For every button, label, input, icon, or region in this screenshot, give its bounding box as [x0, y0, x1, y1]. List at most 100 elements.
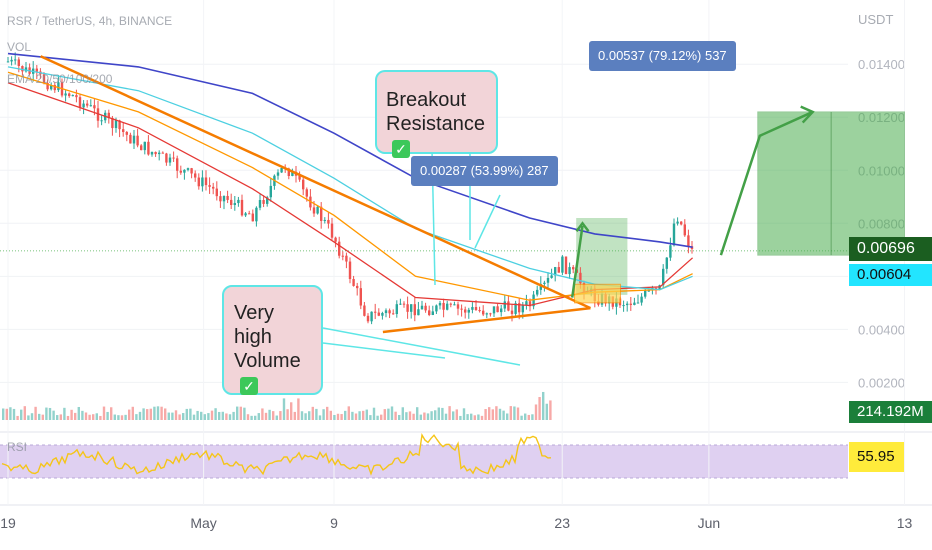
candle-body: [384, 310, 388, 314]
candle-body: [21, 66, 24, 72]
candle-body: [280, 168, 283, 173]
volume-bar: [250, 415, 253, 420]
candle-body: [226, 195, 229, 200]
candle-body: [269, 185, 272, 198]
volume-bar: [275, 415, 278, 420]
volume-bar: [9, 407, 12, 420]
volume-indicator-label: VOL: [7, 40, 32, 54]
candle-body: [266, 197, 269, 204]
volume-bar: [236, 406, 239, 420]
candle-body: [428, 310, 431, 315]
volume-bar: [56, 415, 59, 420]
volume-bar: [117, 415, 120, 420]
ema-price-tag: 0.00604: [849, 264, 932, 286]
candle-body: [687, 235, 690, 247]
candle-body: [417, 309, 420, 316]
candle-body: [543, 282, 546, 284]
candle-body: [345, 255, 348, 262]
rising-trendline: [382, 306, 591, 334]
candle-body: [291, 171, 294, 176]
candle-body: [456, 304, 460, 309]
candle-body: [93, 105, 96, 109]
candle-body: [320, 206, 323, 221]
volume-bar: [185, 408, 188, 420]
candle-body: [474, 307, 478, 311]
volume-bar: [347, 406, 350, 420]
candle-body: [57, 82, 60, 91]
volume-bar: [77, 406, 80, 420]
volume-bar: [156, 406, 160, 420]
volume-bar: [279, 411, 282, 420]
volume-bar: [164, 408, 167, 420]
candle-body: [464, 309, 467, 313]
volume-bar: [300, 411, 304, 420]
volume-bar: [149, 408, 152, 420]
volume-annotation[interactable]: Very high Volume✓: [222, 285, 323, 395]
candle-body: [366, 315, 370, 322]
candle-body: [500, 308, 503, 313]
candle-body: [402, 303, 406, 305]
candle-body: [194, 173, 197, 178]
candle-body: [438, 302, 442, 306]
volume-bar: [268, 409, 271, 420]
volume-bar: [491, 409, 494, 420]
volume-bar: [135, 414, 138, 420]
volume-bar: [462, 408, 466, 420]
candle-body: [647, 290, 650, 292]
volume-bar: [95, 413, 98, 420]
volume-bar: [84, 412, 88, 420]
volume-bar: [387, 408, 390, 420]
volume-bar: [502, 410, 505, 420]
candle-body: [352, 279, 355, 286]
measure-label-large[interactable]: 0.00537 (79.12%) 537: [589, 41, 736, 71]
volume-bar: [218, 411, 221, 420]
candle-body: [237, 199, 240, 204]
candle-body: [183, 169, 186, 173]
candle-body: [683, 224, 686, 236]
candle-body: [75, 95, 78, 98]
volume-bar: [484, 409, 487, 420]
volume-bar: [412, 413, 415, 420]
volume-bar: [124, 414, 127, 420]
volume-bar: [480, 415, 484, 420]
candle-body: [107, 112, 110, 119]
breakout-annotation[interactable]: Breakout Resistance✓: [375, 70, 498, 158]
candle-body: [485, 313, 488, 315]
volume-bar: [401, 407, 404, 420]
volume-bar: [376, 415, 379, 420]
volume-bar: [192, 414, 196, 420]
candle-body: [212, 186, 215, 189]
volume-line-3: Volume✓: [234, 350, 301, 395]
volume-bar: [545, 403, 548, 420]
candle-body: [568, 267, 571, 275]
candle-body: [208, 185, 211, 187]
candle-body: [251, 213, 254, 222]
candle-body: [557, 267, 560, 273]
volume-bar: [354, 413, 358, 420]
volume-bar: [34, 406, 37, 420]
candle-body: [431, 311, 434, 315]
volume-bar: [437, 407, 440, 420]
volume-bar: [27, 415, 30, 420]
volume-value-tag: 214.192M: [849, 401, 932, 423]
measure-label-small[interactable]: 0.00287 (53.99%) 287: [411, 156, 558, 186]
candle-body: [6, 61, 10, 63]
volume-bar: [12, 408, 16, 420]
candle-body: [136, 135, 139, 146]
volume-bar: [246, 414, 250, 420]
volume-bar: [160, 406, 163, 420]
candle-body: [262, 200, 265, 204]
candle-body: [219, 196, 222, 202]
volume-bar: [498, 408, 502, 420]
candle-body: [154, 151, 157, 155]
candle-body: [413, 304, 416, 316]
volume-bar: [131, 406, 134, 420]
candle-body: [525, 301, 528, 306]
small-arrow: [570, 225, 584, 298]
small-arrow-head: [575, 221, 590, 233]
volume-bar: [189, 408, 192, 420]
candle-body: [316, 206, 319, 214]
volume-bar: [196, 410, 199, 420]
candle-body: [147, 141, 150, 155]
candle-body: [381, 313, 384, 316]
